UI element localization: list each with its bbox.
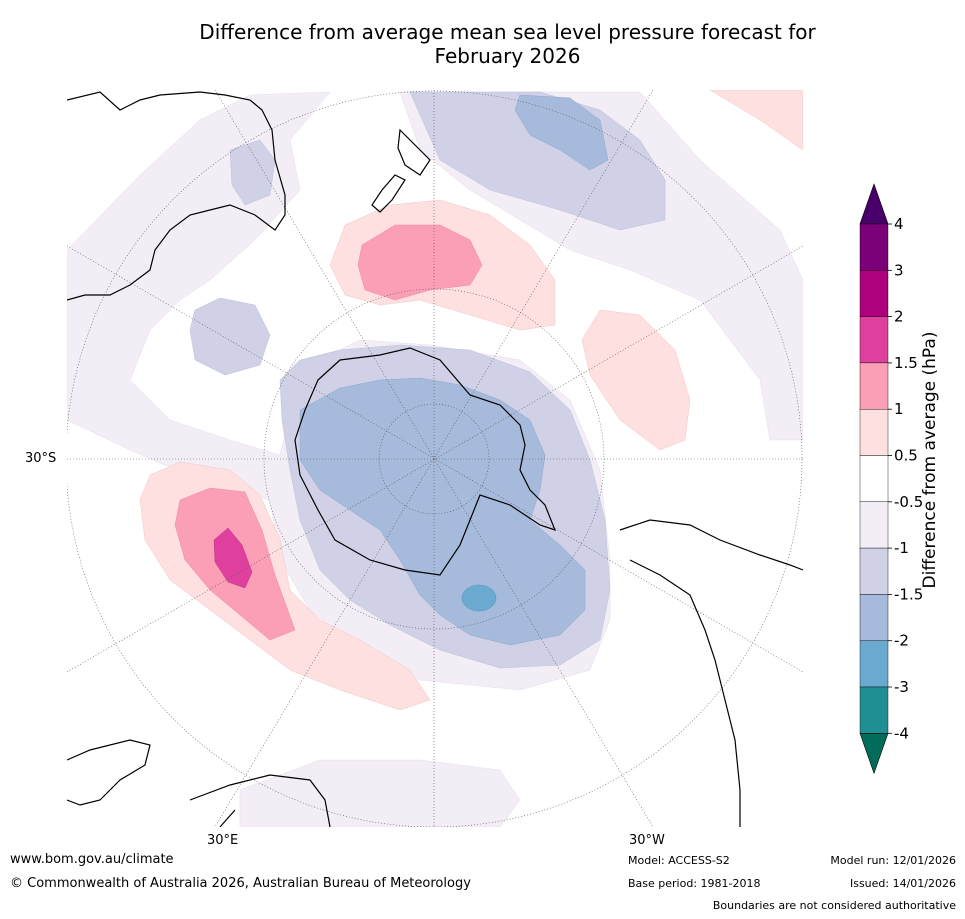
colorbar-tick-label: 1 (894, 400, 904, 418)
footer-disclaimer: Boundaries are not considered authoritat… (712, 899, 956, 912)
colorbar-bin (859, 362, 889, 410)
colorbar-bin (859, 640, 889, 688)
footer-base-period: Base period: 1981-2018 (628, 877, 761, 890)
colorbar-tick-label: -0.5 (894, 493, 923, 511)
anomaly-region-neg-1.5 (299, 94, 609, 646)
footer-model: Model: ACCESS-S2 (628, 854, 730, 867)
south-america-coast (619, 519, 803, 827)
label-30s: 30°S (25, 451, 57, 466)
colorbar-bin (859, 270, 889, 317)
anomaly-region-neg-2 (461, 584, 497, 612)
colorbar-tick-label: -3 (894, 678, 909, 696)
colorbar-over-arrow (859, 183, 889, 225)
footer-copyright: © Commonwealth of Australia 2026, Austra… (10, 876, 471, 891)
colorbar-tick-label: 3 (894, 261, 904, 279)
label-30w: 30°W (629, 833, 665, 848)
chart-title-line1: Difference from average mean sea level p… (199, 20, 816, 44)
anomaly-region-pos-1.5 (213, 527, 253, 589)
colorbar-bin (859, 223, 889, 271)
colorbar-tick-label: 4 (894, 215, 904, 233)
new-zealand-south-coast (371, 174, 406, 213)
new-zealand-coast (397, 128, 431, 176)
colorbar-tick-label: 0.5 (894, 447, 918, 465)
colorbar-tick-label: -2 (894, 632, 909, 650)
chart-title: Difference from average mean sea level p… (0, 20, 965, 68)
africa-coast (67, 739, 331, 827)
pressure-anomaly-map (67, 90, 803, 827)
colorbar-bin (859, 686, 889, 734)
colorbar-tick-label: -4 (894, 724, 909, 742)
graticule (67, 90, 803, 827)
colorbar-tick-label: 2 (894, 308, 904, 326)
australia-coast (67, 91, 286, 301)
colorbar-title: Difference from average (hPa) (920, 331, 940, 589)
colorbar-bin (859, 455, 889, 502)
colorbar-bin (859, 594, 889, 641)
footer-website: www.bom.gov.au/climate (10, 852, 174, 867)
colorbar-tick-label: -1.5 (894, 585, 923, 603)
colorbar-bin (859, 547, 889, 595)
colorbar: 4 3 2 1.5 1 0.5 -0.5 -1 -1.5 -2 -3 -4 (859, 183, 923, 775)
colorbar-tick-label: 1.5 (894, 354, 918, 372)
colorbar-bin (859, 316, 889, 364)
footer-model-run: Model run: 12/01/2026 (830, 854, 956, 867)
colorbar-under-arrow (859, 733, 889, 775)
chart-title-line2: February 2026 (434, 44, 581, 68)
colorbar-tick-label: -1 (894, 539, 909, 557)
colorbar-bin (859, 501, 889, 549)
antarctica-coast (294, 347, 557, 576)
footer-issued: Issued: 14/01/2026 (849, 877, 956, 890)
label-30e: 30°E (207, 833, 239, 848)
coastlines (67, 91, 803, 827)
colorbar-bin (859, 408, 889, 456)
